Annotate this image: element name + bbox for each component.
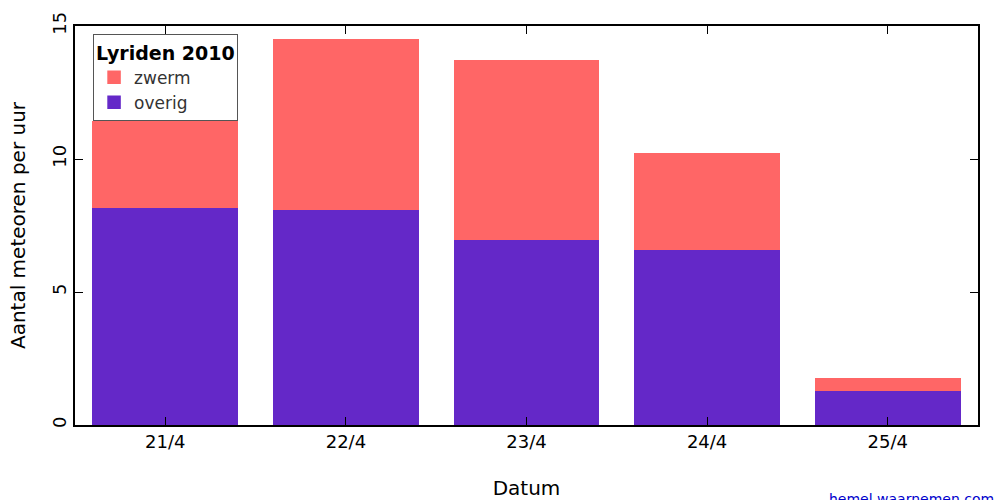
svg-text:24/4: 24/4 (687, 431, 727, 452)
svg-text:Lyriden 2010: Lyriden 2010 (96, 42, 235, 64)
svg-text:22/4: 22/4 (326, 431, 366, 452)
svg-text:15: 15 (49, 12, 70, 35)
svg-text:23/4: 23/4 (506, 431, 546, 452)
svg-text:25/4: 25/4 (867, 431, 907, 452)
svg-text:21/4: 21/4 (145, 431, 185, 452)
svg-text:hemel.waarnemen.com: hemel.waarnemen.com (829, 491, 994, 500)
svg-text:10: 10 (49, 145, 70, 168)
svg-text:Aantal meteoren per uur: Aantal meteoren per uur (6, 101, 30, 349)
svg-text:0: 0 (49, 417, 70, 428)
svg-text:overig: overig (134, 93, 187, 113)
svg-text:Datum: Datum (493, 476, 561, 500)
svg-text:zwerm: zwerm (134, 68, 191, 88)
svg-text:5: 5 (49, 284, 70, 295)
